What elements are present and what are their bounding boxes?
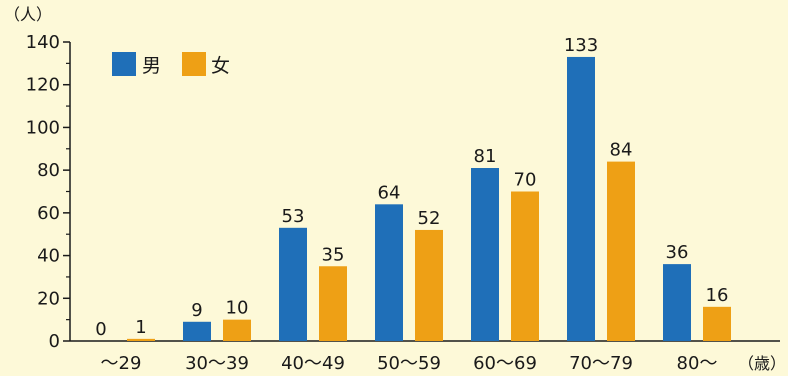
x-tick-label: 〜29 xyxy=(101,353,142,374)
legend-label-male: 男 xyxy=(142,55,161,77)
legend-swatch-male xyxy=(112,52,136,76)
y-tick-label: 120 xyxy=(26,75,60,96)
bar-female xyxy=(223,319,251,341)
bar-female xyxy=(415,229,443,341)
y-tick-label: 0 xyxy=(49,331,60,352)
bar-male xyxy=(567,56,595,341)
x-tick-label: 50〜59 xyxy=(377,353,441,374)
data-label-male: 133 xyxy=(564,35,598,56)
y-tick-label: 40 xyxy=(37,246,60,267)
bar-male xyxy=(471,168,499,341)
data-label-male: 81 xyxy=(474,146,497,167)
bar-male xyxy=(663,264,691,341)
y-axis-unit: （人） xyxy=(4,5,52,24)
legend-label-female: 女 xyxy=(211,55,230,77)
bar-female xyxy=(607,161,635,341)
x-tick-label: 40〜49 xyxy=(281,353,345,374)
data-label-female: 35 xyxy=(322,244,345,265)
y-tick-label: 80 xyxy=(37,160,60,181)
y-tick-label: 60 xyxy=(37,203,60,224)
y-tick-label: 140 xyxy=(26,32,60,53)
bar-female xyxy=(319,266,347,341)
data-label-female: 70 xyxy=(514,170,537,191)
bar-female xyxy=(511,191,539,341)
bar-male xyxy=(183,321,211,341)
data-label-male: 64 xyxy=(378,182,401,203)
bars xyxy=(127,56,731,341)
data-label-male: 9 xyxy=(191,300,202,321)
x-axis-unit: （歳） xyxy=(738,354,786,373)
bar-male xyxy=(279,227,307,341)
x-tick-label: 80〜 xyxy=(677,353,718,374)
bar-male xyxy=(375,204,403,341)
data-label-female: 1 xyxy=(135,317,146,338)
y-tick-label: 100 xyxy=(26,117,60,138)
data-labels: 0 1 9 10 53 35 64 52 81 70 133 84 36 16 xyxy=(95,35,728,340)
data-label-female: 84 xyxy=(610,140,633,161)
data-label-female: 52 xyxy=(418,208,441,229)
bar-female xyxy=(127,338,155,341)
y-tick-label: 20 xyxy=(37,288,60,309)
x-tick-label: 30〜39 xyxy=(185,353,249,374)
x-tick-label: 60〜69 xyxy=(473,353,537,374)
data-label-female: 10 xyxy=(226,298,249,319)
legend-swatch-female xyxy=(182,52,206,76)
data-label-male: 36 xyxy=(666,242,689,263)
y-axis: 0 20 40 60 80 100 120 140 xyxy=(26,32,71,352)
bar-female xyxy=(703,306,731,341)
legend: 男 女 xyxy=(112,52,230,77)
data-label-male: 0 xyxy=(95,319,106,340)
data-label-male: 53 xyxy=(282,206,305,227)
x-axis: 〜29 30〜39 40〜49 50〜59 60〜69 70〜79 80〜 xyxy=(70,340,780,374)
x-tick-label: 70〜79 xyxy=(569,353,633,374)
data-label-female: 16 xyxy=(706,285,729,306)
